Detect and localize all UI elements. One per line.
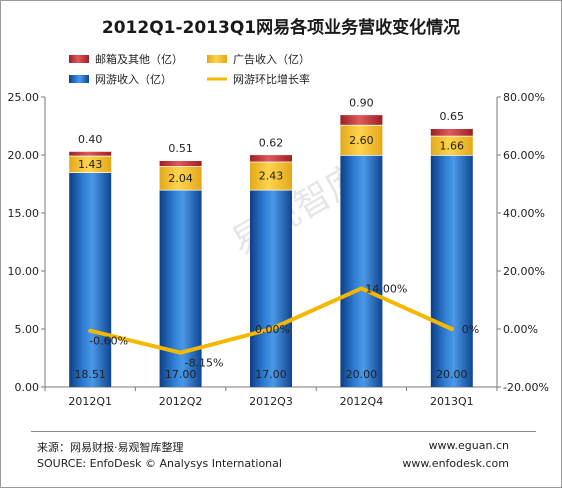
label-ad: 2.60 bbox=[349, 134, 374, 147]
data-labels: 18.51 1.43 0.40 17.00 2.04 0.51 17.00 2.43 0.62 2… bbox=[74, 96, 479, 381]
bar-game bbox=[250, 189, 292, 387]
bar-ad bbox=[159, 166, 202, 190]
bar-game bbox=[430, 155, 473, 387]
x-tick-label: 2013Q1 bbox=[430, 395, 474, 408]
bar-mail bbox=[250, 154, 292, 162]
x-tick-label: 2012Q2 bbox=[159, 395, 203, 408]
bar-game bbox=[340, 155, 383, 387]
legend-growth-label: 网游环比增长率 bbox=[233, 72, 310, 86]
legend-game-label: 网游收入（亿） bbox=[95, 72, 172, 86]
y-tick-label-left: 10.00 bbox=[8, 265, 40, 278]
source-cn: 来源：网易财报·易观智库整理 bbox=[37, 441, 184, 454]
y-tick-label-left: 20.00 bbox=[8, 149, 40, 162]
legend: 邮箱及其他（亿） 广告收入（亿） 网游收入（亿） 网游环比增长率 bbox=[69, 52, 310, 86]
website-link[interactable]: www.eguan.cn bbox=[428, 439, 509, 452]
bar-ad bbox=[250, 161, 292, 190]
label-growth: -8.15% bbox=[185, 357, 224, 370]
label-growth: 0.00% bbox=[255, 323, 290, 336]
stacked-bar-chart: 易观智库 0.005.0010.0015.0020.0025.00-20.00%… bbox=[8, 52, 549, 408]
label-game: 18.51 bbox=[74, 368, 106, 381]
chart-title: 2012Q1-2013Q1网易各项业务营收变化情况 bbox=[101, 18, 461, 38]
y-tick-label-left: 5.00 bbox=[15, 323, 40, 336]
y-tick-label-right: 20.00% bbox=[503, 265, 545, 278]
axes: 0.00 5.00 10.00 15.00 20.00 25.00 -20.00% 0.00%… bbox=[8, 91, 549, 408]
bar-ad bbox=[430, 135, 473, 155]
y-tick-label-right: 40.00% bbox=[503, 207, 545, 220]
growth-line bbox=[88, 286, 454, 355]
bar-game bbox=[69, 172, 112, 387]
label-growth: 0% bbox=[462, 323, 479, 336]
bar-mail bbox=[159, 160, 202, 167]
x-tick-label: 2012Q1 bbox=[68, 395, 112, 408]
label-game: 20.00 bbox=[346, 368, 378, 381]
legend-ad-swatch bbox=[207, 55, 227, 63]
x-tick-label: 2012Q4 bbox=[340, 395, 384, 408]
footer-divider bbox=[31, 431, 536, 432]
website-link[interactable]: www.enfodesk.com bbox=[402, 457, 509, 470]
source-en: SOURCE: EnfoDesk © Analysys Internationa… bbox=[37, 457, 282, 470]
y-tick-label-left: 15.00 bbox=[8, 207, 40, 220]
bar-mail bbox=[340, 114, 383, 125]
legend-mail-label: 邮箱及其他（亿） bbox=[95, 52, 183, 66]
label-ad: 2.43 bbox=[259, 170, 284, 183]
bar-ad bbox=[340, 124, 383, 155]
label-ad: 1.43 bbox=[78, 158, 103, 171]
y-tick-label-left: 0.00 bbox=[15, 381, 40, 394]
bar-ad bbox=[69, 155, 112, 173]
legend-game-swatch bbox=[69, 75, 89, 83]
label-mail: 0.90 bbox=[349, 96, 374, 109]
y-tick-label-right: 80.00% bbox=[503, 91, 545, 104]
label-mail: 0.65 bbox=[440, 110, 465, 123]
label-game: 17.00 bbox=[165, 368, 197, 381]
growth-line-path bbox=[88, 286, 454, 355]
label-mail: 0.62 bbox=[259, 136, 284, 149]
y-tick-label-right: 60.00% bbox=[503, 149, 545, 162]
bars bbox=[69, 113, 473, 387]
legend-ad-label: 广告收入（亿） bbox=[233, 52, 310, 66]
label-mail: 0.51 bbox=[168, 142, 193, 155]
label-growth: 14.00% bbox=[365, 282, 407, 295]
label-mail: 0.40 bbox=[78, 133, 103, 146]
label-game: 20.00 bbox=[436, 368, 468, 381]
bar-mail bbox=[430, 128, 473, 136]
label-ad: 2.04 bbox=[168, 172, 193, 185]
y-tick-label-right: 0.00% bbox=[503, 323, 538, 336]
y-tick-label-right: -20.00% bbox=[503, 381, 549, 394]
y-tick-label-left: 25.00 bbox=[8, 91, 40, 104]
x-tick-label: 2012Q3 bbox=[249, 395, 293, 408]
label-ad: 1.66 bbox=[440, 139, 465, 152]
legend-mail-swatch bbox=[69, 55, 89, 63]
label-growth: -0.60% bbox=[89, 335, 128, 348]
label-game: 17.00 bbox=[255, 368, 287, 381]
bar-mail bbox=[69, 151, 112, 156]
